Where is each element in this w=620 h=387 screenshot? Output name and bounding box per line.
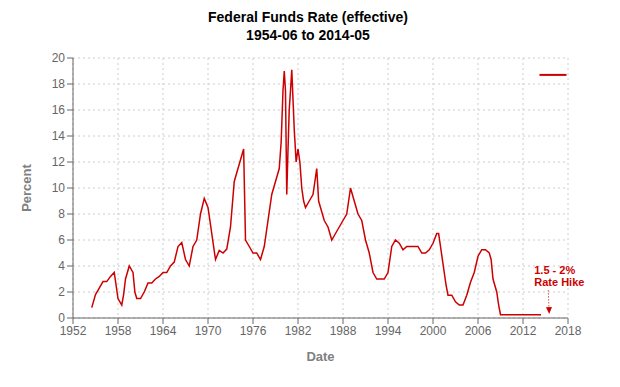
svg-text:16: 16 [52, 103, 66, 117]
svg-text:20: 20 [52, 51, 66, 65]
svg-text:1976: 1976 [240, 324, 267, 338]
svg-text:2006: 2006 [465, 324, 492, 338]
svg-text:18: 18 [52, 77, 66, 91]
svg-text:4: 4 [58, 259, 65, 273]
svg-text:1994: 1994 [375, 324, 402, 338]
svg-text:Percent: Percent [19, 163, 34, 211]
svg-text:Date: Date [306, 349, 334, 364]
svg-text:12: 12 [52, 155, 66, 169]
svg-text:1952: 1952 [60, 324, 87, 338]
svg-text:8: 8 [58, 207, 65, 221]
html-text:Federal Funds Rate (effective): Federal Funds Rate (effective) [208, 9, 408, 25]
svg-text:14: 14 [52, 129, 66, 143]
svg-text:2: 2 [58, 285, 65, 299]
svg-text:1958: 1958 [105, 324, 132, 338]
html-text:1954-06 to 2014-05: 1954-06 to 2014-05 [246, 27, 370, 43]
svg-text:10: 10 [52, 181, 66, 195]
svg-text:1982: 1982 [285, 324, 312, 338]
svg-text:1970: 1970 [195, 324, 222, 338]
svg-text:1988: 1988 [330, 324, 357, 338]
svg-text:6: 6 [58, 233, 65, 247]
svg-text:0: 0 [58, 311, 65, 325]
svg-text:1.5 - 2%Rate Hike: 1.5 - 2%Rate Hike [534, 264, 584, 288]
svg-text:1964: 1964 [150, 324, 177, 338]
svg-text:2018: 2018 [555, 324, 582, 338]
svg-text:2012: 2012 [510, 324, 537, 338]
svg-text:2000: 2000 [420, 324, 447, 338]
